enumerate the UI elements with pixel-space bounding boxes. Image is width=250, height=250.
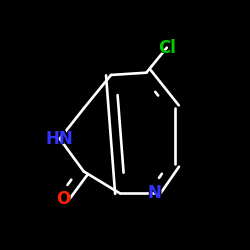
Text: HN: HN [46, 130, 74, 148]
Text: O: O [55, 190, 72, 209]
Text: O: O [56, 190, 70, 208]
Text: Cl: Cl [156, 38, 178, 57]
Text: HN: HN [44, 129, 76, 148]
Text: N: N [148, 184, 161, 202]
Text: Cl: Cl [158, 38, 176, 56]
Text: N: N [146, 184, 162, 203]
